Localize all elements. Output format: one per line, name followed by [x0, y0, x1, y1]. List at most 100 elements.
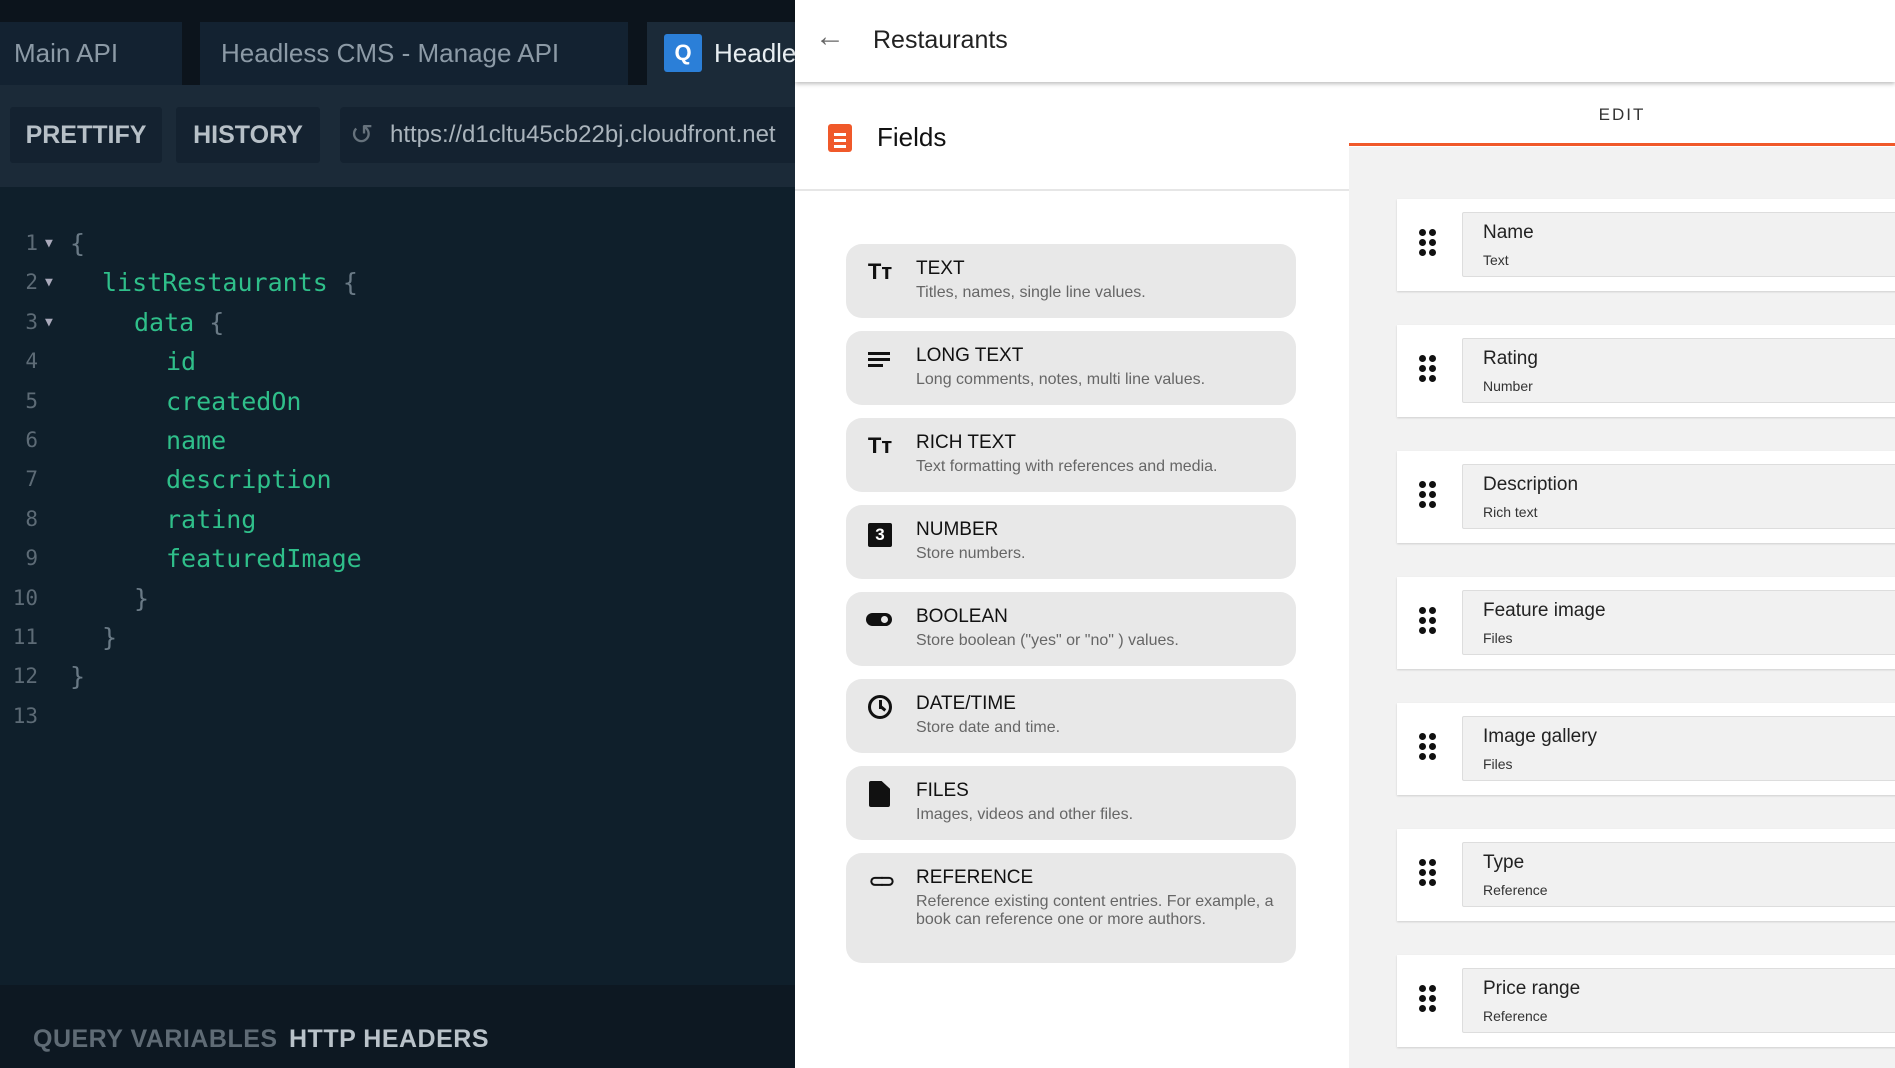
field-type: Files [1483, 630, 1513, 646]
fold-arrow-icon[interactable]: ▼ [45, 275, 53, 291]
code-line: 3 ▼ data { [0, 303, 795, 342]
field-type-description: Reference existing content entries. For … [916, 893, 1274, 928]
drag-handle-icon[interactable] [1419, 859, 1437, 889]
endpoint-url-input[interactable]: ↺ https://d1cltu45cb22bj.cloudfront.net [340, 107, 810, 163]
graphql-playground: Main API Headless CMS - Manage API Q Head… [0, 0, 810, 1068]
field-name: id [166, 347, 197, 377]
code-line: 4 id [0, 342, 795, 381]
line-number: 12 [12, 664, 38, 689]
field-type: Rich text [1483, 504, 1538, 520]
line-number: 5 [25, 388, 38, 413]
code-line: 10} [0, 579, 795, 618]
field-row[interactable]: Description Rich text [1397, 451, 1895, 543]
code-text: id [166, 342, 196, 381]
field-name: Rating [1483, 348, 1538, 369]
code-text: featuredImage [166, 539, 362, 578]
fold-arrow-icon[interactable]: ▼ [45, 314, 53, 330]
field-name: Image gallery [1483, 726, 1598, 747]
field-type-card-boolean[interactable]: BOOLEAN Store boolean ("yes" or "no" ) va… [846, 592, 1296, 666]
field-card[interactable]: Rating Number [1462, 338, 1895, 403]
field-type-card-long-text[interactable]: LONG TEXT Long comments, notes, multi lin… [846, 331, 1296, 405]
drag-handle-icon[interactable] [1419, 733, 1437, 763]
code-text: description [166, 460, 332, 499]
field-card[interactable]: Name Text [1462, 212, 1895, 277]
tab-manage-api[interactable]: Headless CMS - Manage API [200, 22, 628, 85]
field-type-card-files[interactable]: FILES Images, videos and other files. [846, 766, 1296, 840]
field-type: Files [1483, 756, 1513, 772]
content-model-editor: ← Restaurants Fields Tт TEXT Titles, names… [795, 0, 1895, 1068]
text-icon: Tт [867, 259, 893, 284]
field-type-title: RICH TEXT [916, 432, 1016, 453]
code-line: 11} [0, 618, 795, 657]
field-type-description: Store numbers. [916, 545, 1026, 562]
field-card[interactable]: Feature image Files [1462, 590, 1895, 655]
field-row[interactable]: Price range Reference [1397, 955, 1895, 1047]
field-type-card-date-time[interactable]: DATE/TIME Store date and time. [846, 679, 1296, 753]
field-type-title: DATE/TIME [916, 693, 1016, 714]
code-line: 8 rating [0, 500, 795, 539]
field-card[interactable]: Price range Reference [1462, 968, 1895, 1033]
punctuation: { [327, 268, 358, 298]
drag-handle-icon[interactable] [1419, 229, 1437, 259]
query-badge-icon: Q [664, 34, 702, 73]
field-type-description: Store date and time. [916, 719, 1061, 736]
query-variables-tab[interactable]: QUERY VARIABLES [33, 1025, 278, 1053]
tab-main-api[interactable]: Main API [0, 22, 182, 85]
fold-arrow-icon[interactable]: ▼ [45, 236, 53, 251]
back-arrow-icon[interactable]: ← [815, 20, 845, 53]
query-editor[interactable]: 1 ▼{2 ▼ listRestaurants {3 ▼ data {4 id 5 create… [0, 187, 795, 985]
field-card[interactable]: Type Reference [1462, 842, 1895, 907]
field-type-card-reference[interactable]: ⊂⊃ REFERENCE Reference existing content en… [846, 853, 1296, 963]
field-name: rating [166, 504, 257, 534]
line-number: 1 [25, 231, 38, 255]
field-type: Reference [1483, 882, 1548, 898]
code-text: createdOn [166, 382, 301, 421]
edit-tab-bar: EDIT [1349, 82, 1895, 147]
field-type-card-text[interactable]: Tт TEXT Titles, names, single line values. [846, 244, 1296, 318]
reload-icon[interactable]: ↺ [350, 119, 374, 150]
clock-icon [866, 693, 894, 721]
field-type-description: Store boolean ("yes" or "no" ) values. [916, 632, 1179, 649]
field-type-card-number[interactable]: 3 NUMBER Store numbers. [846, 505, 1296, 579]
field-name: createdOn [166, 386, 302, 416]
field-type-title: BOOLEAN [916, 606, 1008, 627]
field-name: listRestaurants [102, 268, 328, 298]
field-card[interactable]: Image gallery Files [1462, 716, 1895, 781]
title-strip [0, 0, 795, 22]
tab-label: Main API [14, 38, 119, 68]
field-row[interactable]: Rating Number [1397, 325, 1895, 417]
drag-handle-icon[interactable] [1419, 355, 1437, 385]
field-name: Name [1483, 222, 1534, 243]
code-text: rating [166, 500, 256, 539]
edit-tab[interactable]: EDIT [1598, 105, 1646, 124]
drag-handle-icon[interactable] [1419, 607, 1437, 637]
header: ← Restaurants [795, 0, 1895, 82]
code-line: 5 createdOn [0, 382, 795, 421]
field-row[interactable]: Feature image Files [1397, 577, 1895, 669]
field-name: featuredImage [166, 544, 362, 574]
field-row[interactable]: Type Reference [1397, 829, 1895, 921]
field-type-description: Titles, names, single line values. [916, 284, 1146, 301]
tab-active[interactable]: Q Headle [647, 22, 795, 85]
field-name: data [134, 307, 195, 337]
code-text: } [134, 579, 149, 618]
prettify-button[interactable]: PRETTIFY [10, 107, 162, 163]
line-number: 9 [25, 546, 38, 571]
code-line: 12} [0, 657, 795, 696]
http-headers-tab[interactable]: HTTP HEADERS [289, 1025, 490, 1053]
code-text: data { [134, 303, 224, 342]
file-icon [866, 780, 894, 808]
drag-handle-icon[interactable] [1419, 985, 1437, 1015]
field-row[interactable]: Name Text [1397, 199, 1895, 291]
history-button[interactable]: HISTORY [176, 107, 320, 163]
field-row[interactable]: Image gallery Files [1397, 703, 1895, 795]
field-type-description: Text formatting with references and medi… [916, 458, 1218, 475]
bottom-panel: QUERY VARIABLES HTTP HEADERS [0, 985, 795, 1068]
field-type: Reference [1483, 1008, 1548, 1024]
fields-title: Fields [877, 122, 947, 152]
drag-handle-icon[interactable] [1419, 481, 1437, 511]
line-number: 13 [12, 703, 38, 728]
field-type-description: Images, videos and other files. [916, 806, 1134, 823]
field-card[interactable]: Description Rich text [1462, 464, 1895, 529]
field-type-card-rich-text[interactable]: Tт RICH TEXT Text formatting with referenc… [846, 418, 1296, 492]
